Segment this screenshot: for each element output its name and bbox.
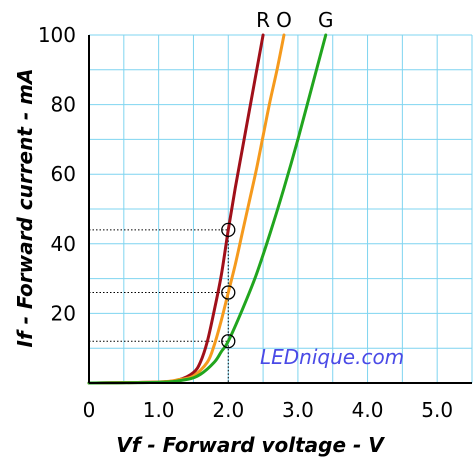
operating-point-marker: [221, 222, 236, 238]
y-tick-label: 60: [51, 162, 76, 186]
series-line-g: [87, 33, 328, 385]
series-label-r: R: [256, 8, 270, 32]
x-tick-label: 4.0: [352, 398, 384, 422]
y-tick-label: 80: [51, 93, 76, 117]
series-layer: [87, 33, 328, 385]
x-axis-title: Vf - Forward voltage - V: [116, 433, 385, 457]
grid-layer: [89, 34, 473, 383]
x-tick-label: 3.0: [282, 398, 314, 422]
label-layer: R O G 0 1.0 2.0 3.0 4.0 5.0 20 40 60 80 100: [38, 8, 453, 422]
series-label-o: O: [276, 8, 292, 32]
x-tick-label: 5.0: [421, 398, 453, 422]
axis-layer: [88, 35, 472, 384]
x-tick-label: 1.0: [143, 398, 175, 422]
marker-layer: [221, 222, 236, 349]
operating-point-marker: [221, 285, 236, 300]
y-tick-label: 20: [51, 301, 76, 325]
series-label-g: G: [318, 8, 334, 32]
operating-point-marker: [221, 334, 236, 349]
y-tick-label: 40: [51, 232, 76, 256]
y-tick-label: 100: [38, 23, 76, 47]
y-axis-title: If - Forward current - mA: [13, 69, 37, 348]
watermark-text: LEDnique.com: [260, 345, 404, 369]
guide-layer: [89, 229, 229, 383]
x-tick-label: 2.0: [212, 398, 244, 422]
x-tick-label: 0: [83, 398, 96, 422]
